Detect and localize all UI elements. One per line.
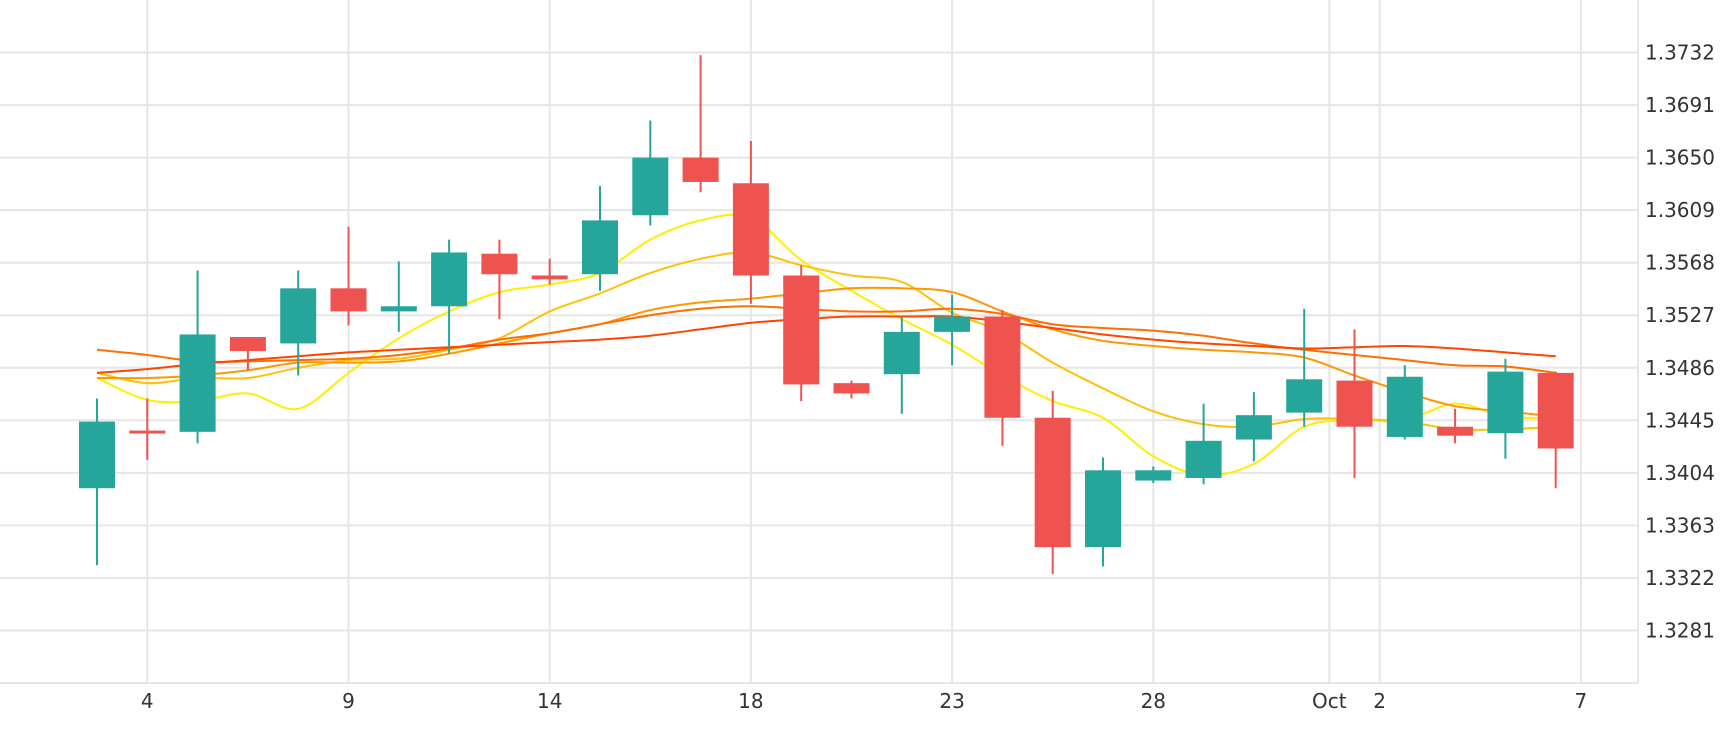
candle-body [229,337,266,352]
x-tick-label: 9 [342,689,355,713]
candle [783,265,820,402]
candle-body [1135,470,1172,481]
candle [632,120,669,226]
y-tick-label: 1.3486 [1645,356,1715,380]
candle [732,140,769,304]
candle-body [732,183,769,276]
candle [1537,371,1574,489]
candle [1135,466,1172,484]
moving-average-lines [96,213,1556,477]
candle-body [431,252,468,307]
candle-body [79,421,115,489]
moving-average-line [96,305,1556,374]
candle [582,185,618,291]
x-tick-label: 2 [1373,689,1386,713]
candle-body [280,288,317,344]
y-tick-label: 1.3363 [1645,513,1715,537]
grid [0,0,1639,684]
y-tick-label: 1.3445 [1645,408,1715,432]
y-tick-label: 1.3527 [1645,303,1715,327]
y-tick-label: 1.3691 [1645,93,1715,117]
candle [1437,408,1474,444]
candle [380,261,417,332]
candle-body [632,157,669,216]
candle-body [330,288,367,312]
y-tick-label: 1.3281 [1645,618,1715,642]
candle [330,226,367,326]
candle [1336,329,1373,478]
candle-body [179,334,216,432]
candle [1386,365,1423,440]
candle [1034,390,1071,575]
candle-body [1537,372,1574,449]
candle [431,239,468,354]
moving-average-line [96,315,1556,374]
candle-body [1487,371,1524,434]
x-tick-label: 7 [1574,689,1587,713]
moving-average-line [96,286,1556,418]
candle-body [883,331,920,375]
candle-body [682,157,719,182]
candle-body [1437,426,1474,436]
x-tick-label: 14 [537,689,562,713]
moving-average-line [96,251,1556,431]
candle [1185,403,1222,485]
candle [682,55,719,193]
candle [531,258,568,285]
candle [934,294,971,366]
candle-body [1034,417,1071,548]
candle-body [582,220,618,275]
x-tick-label: 4 [141,689,154,713]
moving-average-line [96,213,1556,477]
candle-body [481,253,518,275]
candle-body [833,383,870,394]
x-tick-label: 28 [1141,689,1166,713]
x-tick-label: Oct [1312,689,1347,713]
y-tick-label: 1.3609 [1645,198,1715,222]
x-tick-label: 23 [939,689,964,713]
candle-body [129,430,166,434]
y-tick-label: 1.3732 [1645,41,1715,65]
candle [179,270,216,444]
axes: 1.3732 1.3691 1.3650 1.3609 1.3568 1.3527 1.34… [141,41,1715,713]
candle-body [380,306,417,312]
candle-body [783,275,820,385]
candle [883,316,920,414]
candle-body [934,316,971,332]
y-tick-label: 1.3404 [1645,461,1715,485]
candle-body [984,316,1021,418]
candle-body [1235,415,1272,440]
candle-body [531,275,568,280]
x-tick-label: 18 [738,689,763,713]
candle [280,270,317,376]
candle [481,239,518,320]
candle [833,380,870,399]
y-tick-label: 1.3568 [1645,251,1715,275]
candle-body [1185,440,1222,478]
candle [984,310,1021,446]
candle-body [1336,380,1373,427]
y-tick-label: 1.3322 [1645,566,1715,590]
candles [79,55,1574,575]
candle-body [1085,470,1121,548]
candle [79,398,115,566]
candle [1085,457,1121,567]
candle [229,337,266,371]
candle [1487,358,1524,459]
candle-body [1286,379,1323,413]
candle [1235,392,1272,462]
candle [129,398,166,461]
y-tick-label: 1.3650 [1645,146,1715,170]
candle-body [1386,376,1423,437]
candle [1286,308,1323,427]
